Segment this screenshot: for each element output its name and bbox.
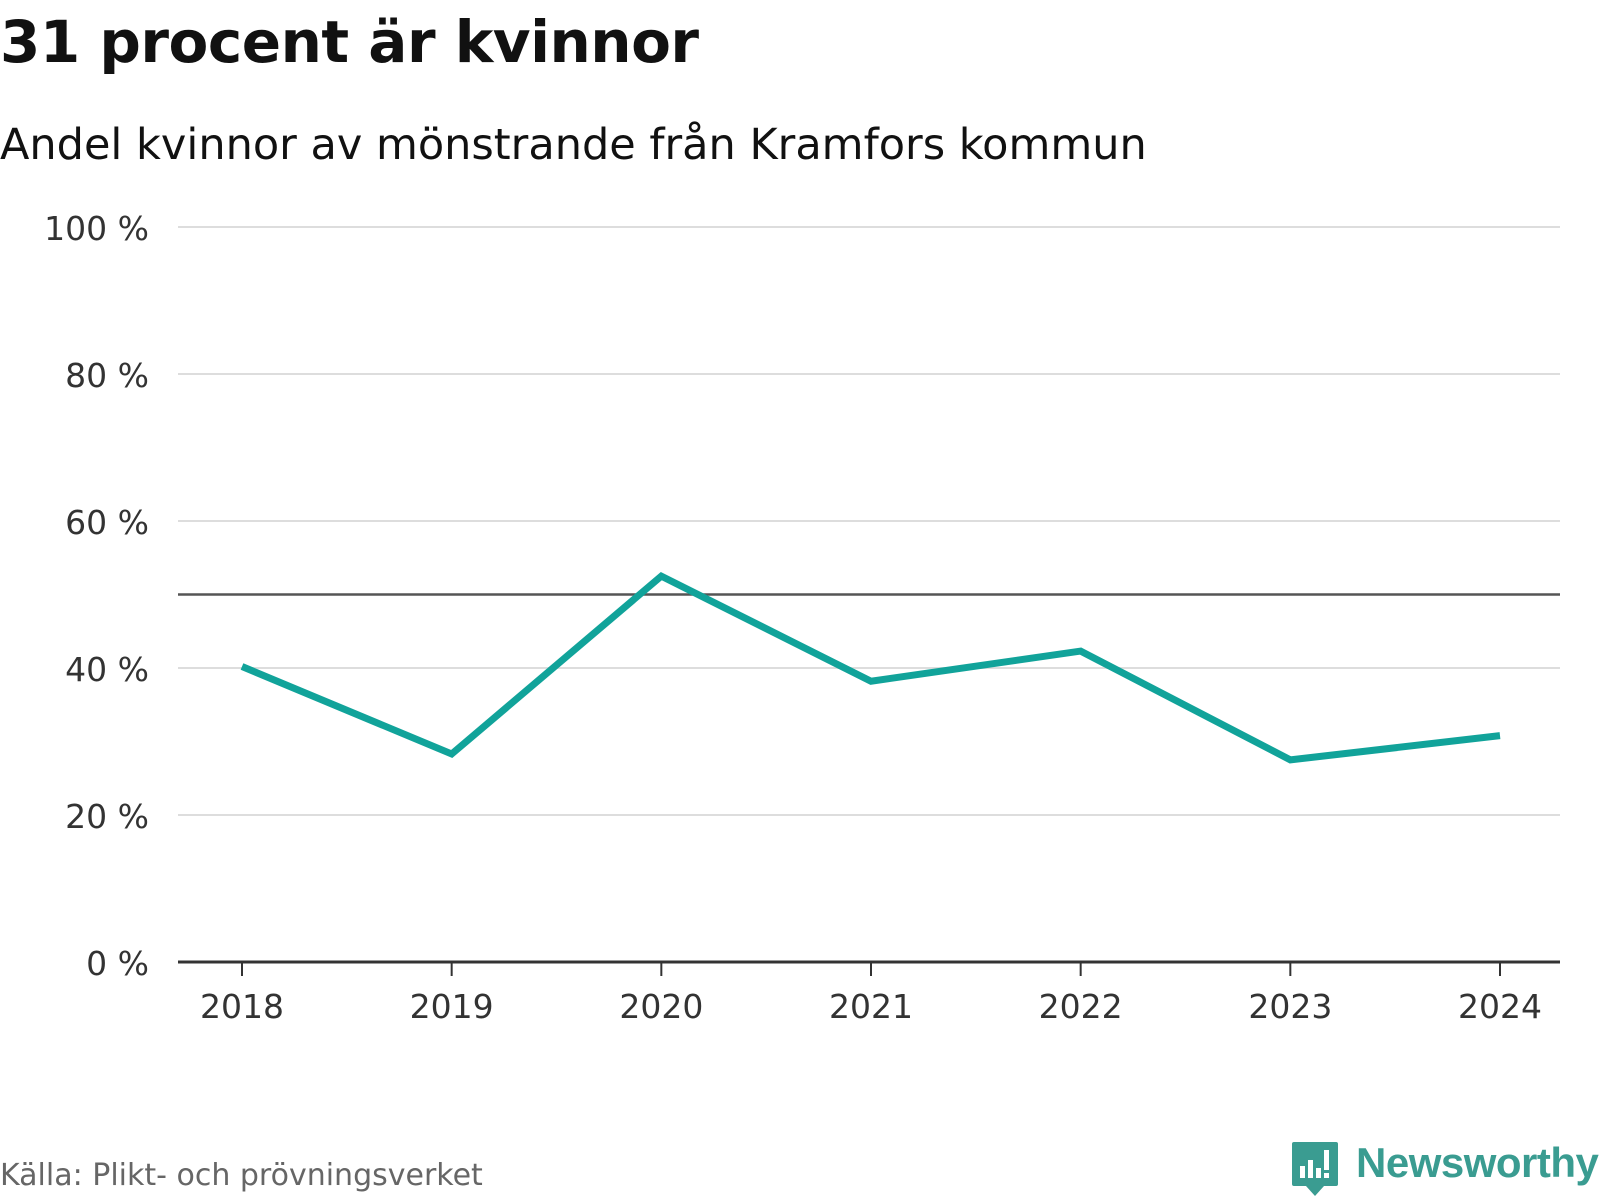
x-tick-label: 2018 [200,987,284,1026]
y-tick-label: 60 % [65,503,149,542]
line-chart: 0 % 20 % 40 % 60 % 80 % 100 % 2018 2019 2020 2021… [0,0,1600,1100]
y-tick-label: 20 % [65,797,149,836]
brand-name: Newsworthy [1356,1140,1598,1186]
x-tick-label: 2023 [1248,987,1332,1026]
x-tick-label: 2020 [619,987,703,1026]
y-tick-label: 0 % [86,944,149,983]
newsworthy-logo-icon [1290,1140,1340,1198]
y-tick-label: 100 % [44,209,149,248]
x-tick-label: 2019 [410,987,494,1026]
y-tick-label: 40 % [65,650,149,689]
brand-logo: Newsworthy [1290,1140,1598,1202]
x-tick-label: 2024 [1458,987,1542,1026]
x-tick-label: 2021 [829,987,913,1026]
x-tick-label: 2022 [1039,987,1123,1026]
source-note: Källa: Plikt- och prövningsverket [0,1158,483,1193]
y-tick-label: 80 % [65,356,149,395]
